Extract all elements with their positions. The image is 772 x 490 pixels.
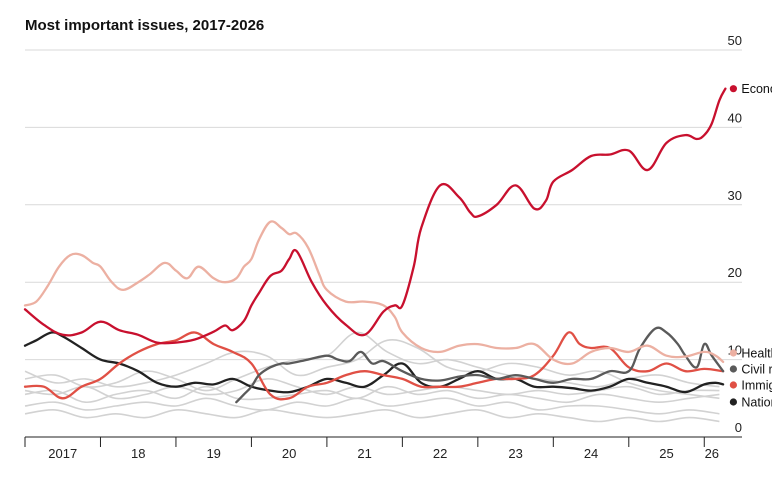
legend-marker-immigration — [729, 381, 737, 389]
x-axis: 2017 18 19 20 21 22 23 24 25 26 — [24, 436, 742, 461]
y-tick-label: 30 — [728, 188, 742, 203]
series-line-economy — [23, 87, 727, 345]
y-tick-label: 40 — [728, 110, 742, 125]
x-tick-label: 25 — [659, 446, 673, 461]
series-layer — [23, 87, 727, 404]
legend-marker-national-security — [729, 398, 737, 406]
legend-marker-civil-rights — [729, 365, 737, 373]
background-series-line — [24, 409, 720, 423]
y-tick-label: 20 — [728, 265, 742, 280]
y-tick-label: 0 — [735, 420, 742, 435]
legend-label-national-security: National security — [741, 396, 772, 410]
x-tick-label: 24 — [584, 446, 598, 461]
background-series-line — [24, 339, 720, 400]
series-line-health-care — [23, 220, 725, 366]
x-tick-label: 23 — [508, 446, 522, 461]
chart-title: Most important issues, 2017-2026 — [25, 17, 264, 34]
series-line-immigration — [23, 331, 725, 401]
background-series-layer — [24, 331, 720, 423]
legend-label-immigration: Immigration — [741, 379, 772, 393]
x-tick-label: 22 — [433, 446, 447, 461]
background-series-line — [24, 331, 720, 392]
background-series-line — [24, 397, 720, 415]
x-tick-label: 26 — [705, 446, 719, 461]
x-tick-label: 21 — [357, 446, 371, 461]
x-tick-label: 19 — [206, 446, 220, 461]
legend: Economy Health care Civil rights Immigratio… — [729, 82, 772, 410]
series-line-national-security — [23, 331, 725, 394]
background-series-line — [24, 385, 720, 404]
x-tick-label: 18 — [131, 446, 145, 461]
legend-label-economy: Economy — [741, 82, 772, 96]
x-tick-label: 2017 — [48, 446, 77, 461]
y-tick-label: 50 — [728, 33, 742, 48]
legend-label-health-care: Health care — [741, 347, 772, 361]
legend-label-civil-rights: Civil rights — [741, 363, 772, 377]
series-line-civil-rights — [235, 326, 725, 404]
legend-marker-economy — [729, 85, 737, 93]
x-tick-label: 20 — [282, 446, 296, 461]
legend-marker-health-care — [729, 349, 737, 357]
